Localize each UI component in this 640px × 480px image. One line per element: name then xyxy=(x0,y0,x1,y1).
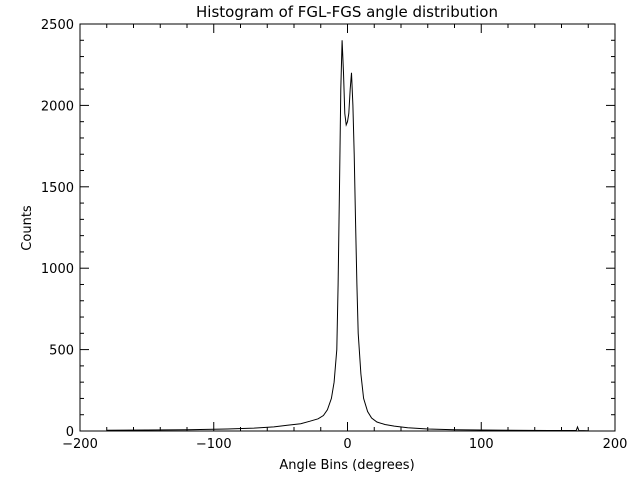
x-tick-label: −200 xyxy=(62,437,98,452)
y-tick-label: 500 xyxy=(49,344,74,359)
y-tick-label: 0 xyxy=(66,425,74,440)
y-tick-label: 2000 xyxy=(41,99,74,114)
x-tick-label: −100 xyxy=(196,437,232,452)
x-tick-label: 100 xyxy=(469,437,494,452)
x-tick-label: 0 xyxy=(343,437,351,452)
chart-title: Histogram of FGL-FGS angle distribution xyxy=(196,3,498,21)
plot-area-frame xyxy=(79,23,616,432)
x-tick-label: 200 xyxy=(603,437,628,452)
axis-ticks xyxy=(79,23,616,432)
y-tick-label: 1000 xyxy=(41,262,74,277)
x-axis-label: Angle Bins (degrees) xyxy=(279,458,414,473)
y-tick-label: 1500 xyxy=(41,181,74,196)
y-axis-label: Counts xyxy=(20,205,35,251)
y-tick-label: 2500 xyxy=(41,18,74,33)
series-line xyxy=(106,40,589,432)
